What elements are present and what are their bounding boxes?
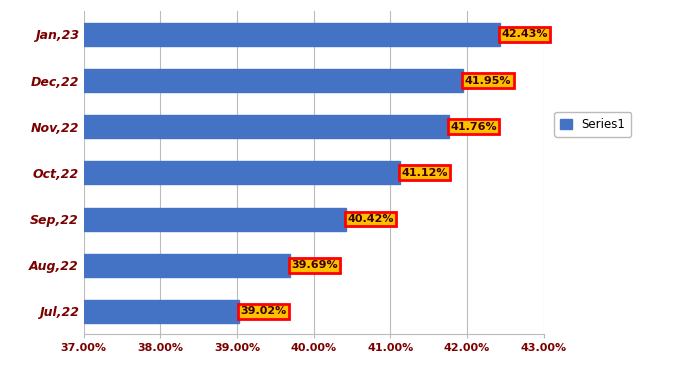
Bar — [84, 69, 464, 92]
Text: 41.95%: 41.95% — [465, 76, 511, 86]
Bar — [84, 23, 500, 46]
Text: 42.43%: 42.43% — [502, 30, 548, 40]
Bar — [84, 162, 399, 184]
Bar — [84, 207, 346, 231]
Bar — [84, 115, 449, 138]
Bar — [84, 300, 238, 323]
Bar — [84, 254, 290, 277]
Text: 40.42%: 40.42% — [347, 214, 394, 224]
Legend: Series1: Series1 — [554, 112, 631, 137]
Text: 39.02%: 39.02% — [240, 306, 286, 316]
Text: 39.69%: 39.69% — [291, 260, 338, 270]
Text: 41.76%: 41.76% — [450, 122, 497, 132]
Text: 41.12%: 41.12% — [401, 168, 447, 178]
